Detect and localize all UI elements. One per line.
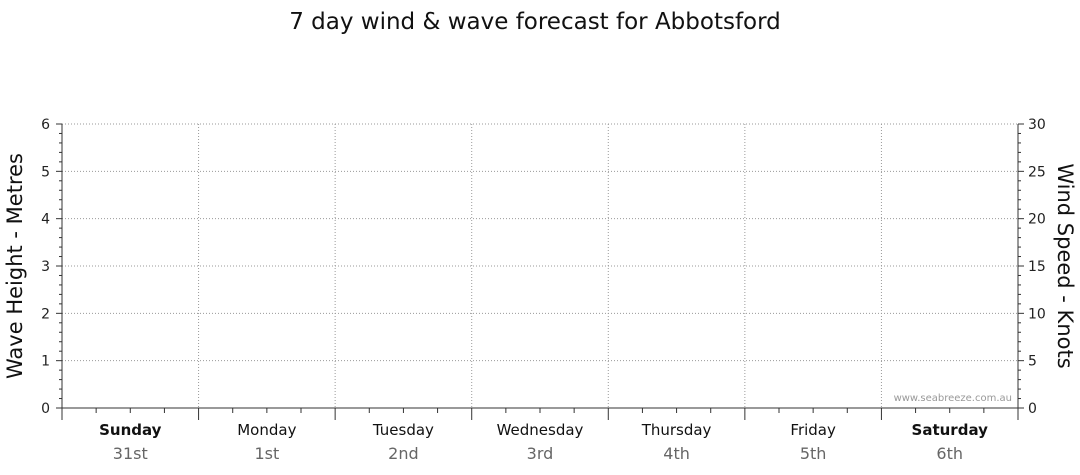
left-tick-label: 6 — [41, 117, 50, 133]
day-name-label: Wednesday — [497, 421, 584, 439]
day-date-label: 4th — [663, 444, 690, 463]
day-name-label: Saturday — [912, 421, 989, 439]
day-date-label: 3rd — [527, 444, 554, 463]
left-tick-label: 5 — [41, 164, 50, 180]
right-tick-label: 20 — [1028, 212, 1046, 228]
left-tick-label: 4 — [41, 212, 50, 228]
left-tick-label: 2 — [41, 306, 50, 322]
right-tick-label: 0 — [1028, 401, 1037, 417]
grid-lines — [62, 123, 1018, 408]
left-tick-label: 1 — [41, 354, 50, 370]
right-axis-title: Wind Speed - Knots — [1053, 163, 1077, 368]
day-name-label: Friday — [790, 421, 836, 439]
left-tick-label: 0 — [41, 401, 50, 417]
day-name-label: Sunday — [99, 421, 162, 439]
credit-text: www.seabreeze.com.au — [894, 393, 1012, 404]
day-name-label: Monday — [237, 421, 296, 439]
left-tick-label: 3 — [41, 259, 50, 275]
right-tick-label: 10 — [1028, 306, 1046, 322]
day-date-label: 2nd — [388, 444, 418, 463]
right-tick-label: 25 — [1028, 164, 1046, 180]
chart-title: 7 day wind & wave forecast for Abbotsfor… — [289, 9, 781, 35]
day-name-label: Thursday — [641, 421, 712, 439]
day-date-label: 1st — [254, 444, 279, 463]
day-date-label: 5th — [800, 444, 827, 463]
day-labels: Sunday 31st Monday 1st Tuesday 2nd Wednesday 3r… — [99, 421, 988, 463]
day-date-label: 31st — [113, 444, 148, 463]
left-axis-ticks: 0 1 2 3 4 5 6 — [41, 117, 62, 417]
right-tick-label: 5 — [1028, 354, 1037, 370]
day-date-label: 6th — [936, 444, 963, 463]
day-name-label: Tuesday — [372, 421, 434, 439]
right-axis-ticks: 0 5 10 15 20 25 30 — [1018, 117, 1046, 417]
right-tick-label: 30 — [1028, 117, 1046, 133]
right-tick-label: 15 — [1028, 259, 1046, 275]
left-axis-title: Wave Height - Metres — [3, 153, 27, 379]
axes — [61, 124, 1019, 420]
